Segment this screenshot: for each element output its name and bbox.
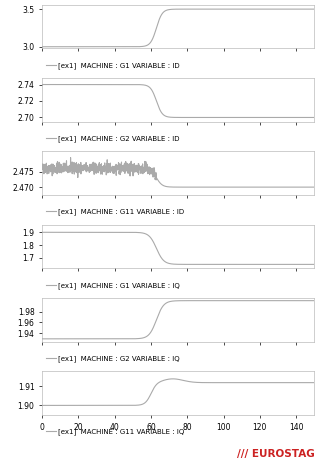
Legend: [ex1]  MACHINE : G2 VARIABLE : IQ: [ex1] MACHINE : G2 VARIABLE : IQ [46,355,180,362]
Text: /// EUROSTAG: /// EUROSTAG [237,449,314,459]
Legend: [ex1]  MACHINE : G2 VARIABLE : ID: [ex1] MACHINE : G2 VARIABLE : ID [46,136,179,142]
Legend: [ex1]  MACHINE : G1 VARIABLE : ID: [ex1] MACHINE : G1 VARIABLE : ID [46,62,180,69]
Legend: [ex1]  MACHINE : G11 VARIABLE : ID: [ex1] MACHINE : G11 VARIABLE : ID [46,209,184,215]
Legend: [ex1]  MACHINE : G11 VARIABLE : IQ: [ex1] MACHINE : G11 VARIABLE : IQ [46,429,184,436]
Legend: [ex1]  MACHINE : G1 VARIABLE : IQ: [ex1] MACHINE : G1 VARIABLE : IQ [46,282,180,289]
